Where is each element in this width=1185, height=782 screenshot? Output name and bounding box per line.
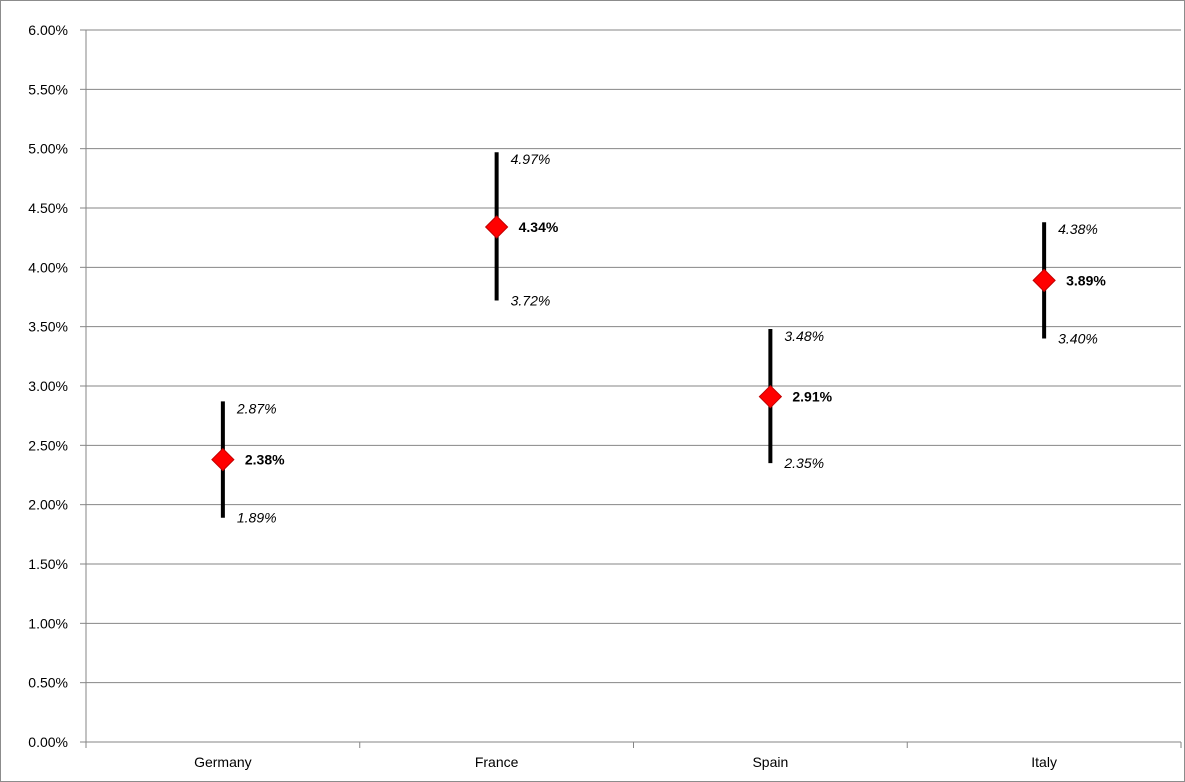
x-category-label: Spain [752, 754, 788, 770]
y-tick-label: 4.00% [28, 259, 68, 275]
y-tick-label: 1.50% [28, 556, 68, 572]
y-tick-label: 3.50% [28, 319, 68, 335]
y-axis-tick-labels: 0.00% 0.50% 1.00% 1.50% 2.00% 2.50% 3.00% 3.50%… [28, 22, 68, 750]
lower-bound-label: 1.89% [237, 510, 277, 526]
lower-bound-label: 2.35% [783, 455, 824, 471]
y-tick-label: 3.00% [28, 378, 68, 394]
mean-marker-diamond [1032, 268, 1056, 293]
y-tick-label: 0.50% [28, 675, 68, 691]
y-tick-label: 2.50% [28, 437, 68, 453]
x-category-label: Italy [1031, 754, 1057, 770]
y-tick-label: 5.00% [28, 141, 68, 157]
upper-bound-label: 4.97% [511, 151, 551, 167]
x-axis-category-labels: Germany France Spain Italy [194, 754, 1057, 770]
x-category-label: France [475, 754, 519, 770]
mean-marker-diamond [484, 215, 509, 239]
lower-bound-label: 3.72% [511, 293, 551, 309]
x-category-label: Germany [194, 754, 252, 770]
y-tick-label: 6.00% [28, 22, 68, 38]
y-tick-label: 1.00% [28, 615, 68, 631]
mean-markers [211, 215, 1056, 472]
upper-bound-label: 4.38% [1058, 221, 1098, 237]
mean-marker-diamond [211, 447, 235, 472]
y-tick-label: 4.50% [28, 200, 68, 216]
upper-bound-label: 2.87% [236, 400, 277, 416]
axes [80, 29, 1182, 748]
mean-value-label: 2.38% [245, 452, 285, 468]
y-tick-label: 5.50% [28, 81, 68, 97]
mean-marker-diamond [758, 384, 783, 409]
mean-value-label: 3.89% [1066, 272, 1106, 288]
upper-bound-label: 3.48% [784, 328, 824, 344]
data-labels: 2.38% 2.87% 1.89% 4.34% 4.97% 3.72% 2.91% 3.48%… [236, 151, 1106, 525]
y-tick-label: 0.00% [28, 734, 68, 750]
gridlines [86, 29, 1181, 684]
mean-value-label: 4.34% [519, 219, 559, 235]
range-bars [220, 152, 1047, 518]
y-tick-label: 2.00% [28, 497, 68, 513]
mean-value-label: 2.91% [792, 389, 832, 405]
lower-bound-label: 3.40% [1058, 331, 1098, 347]
